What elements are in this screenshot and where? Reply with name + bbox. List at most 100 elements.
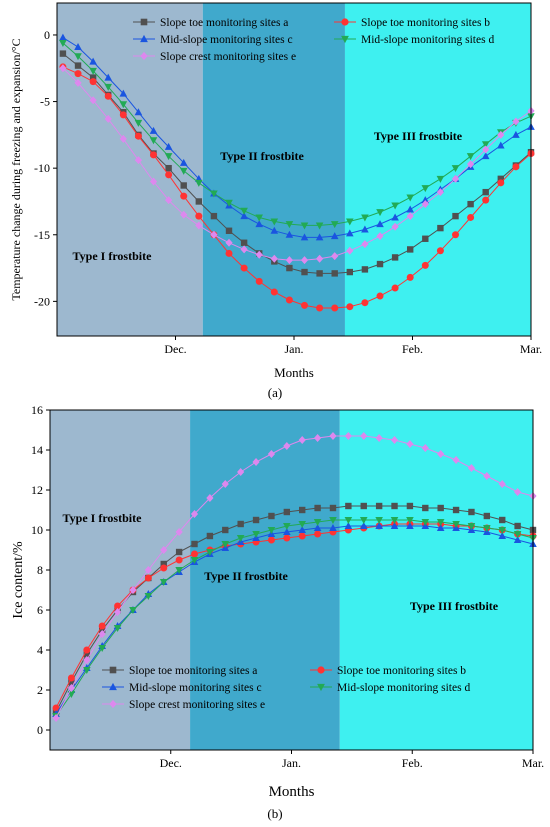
data-point <box>360 432 368 440</box>
data-point <box>109 682 117 691</box>
data-point <box>390 517 399 524</box>
data-point <box>89 67 97 75</box>
series-4 <box>59 39 535 230</box>
data-point <box>267 536 275 544</box>
data-point <box>119 111 127 119</box>
series-5 <box>52 432 537 722</box>
data-point <box>421 185 430 193</box>
data-point <box>375 434 383 442</box>
data-point <box>361 214 369 222</box>
legend: Slope toe monitoring sites a Slope toe mo… <box>102 665 470 711</box>
data-point <box>330 232 339 240</box>
y-axis-title: Ice content/% <box>11 541 26 619</box>
data-point <box>89 96 97 105</box>
data-point <box>240 245 248 254</box>
data-point <box>74 78 82 87</box>
data-point <box>206 494 214 502</box>
data-point <box>52 714 60 722</box>
data-point <box>285 296 293 304</box>
y-tick-label: 8 <box>37 563 43 577</box>
data-point <box>140 18 148 26</box>
legend-item: Slope toe monitoring sites b <box>334 17 490 29</box>
data-point <box>437 504 444 512</box>
data-point <box>376 220 384 228</box>
data-point <box>134 119 143 127</box>
data-point <box>376 209 384 217</box>
series-2 <box>59 63 535 312</box>
data-point <box>331 252 339 261</box>
data-point <box>74 53 82 61</box>
data-point <box>104 92 112 100</box>
panel-label: (a) <box>268 385 282 400</box>
data-point <box>180 192 188 200</box>
data-point <box>361 299 369 307</box>
data-point <box>346 303 354 311</box>
data-point <box>467 523 476 530</box>
data-point <box>452 521 460 528</box>
data-point <box>391 254 399 261</box>
data-point <box>497 130 505 139</box>
data-point <box>149 137 158 145</box>
legend-label: Mid-slope monitoring sites c <box>160 34 293 46</box>
data-point <box>421 444 429 452</box>
panel-label: (b) <box>267 806 282 821</box>
data-point <box>317 683 325 692</box>
data-point <box>359 517 368 524</box>
data-point <box>180 182 187 189</box>
data-point <box>406 194 415 202</box>
data-point <box>159 579 168 586</box>
data-point <box>270 218 279 226</box>
data-point <box>221 541 230 548</box>
series-line <box>62 66 532 309</box>
data-point <box>301 301 309 309</box>
data-point <box>270 288 278 296</box>
data-point <box>313 524 322 531</box>
legend-label: Mid-slope monitoring sites c <box>129 682 262 694</box>
data-point <box>134 156 143 165</box>
legend-label: Slope crest monitoring sites e <box>129 699 265 711</box>
data-point <box>317 666 325 674</box>
data-point <box>341 35 349 44</box>
data-point <box>299 506 306 514</box>
data-point <box>391 202 399 210</box>
data-point <box>468 508 475 516</box>
panel-b-ice-content-chart: Type I frostbite Type II frostbite Type II… <box>11 403 544 821</box>
data-point <box>499 516 506 524</box>
legend-item: Slope toe monitoring sites a <box>102 665 257 677</box>
data-point <box>406 522 414 529</box>
data-point <box>314 530 322 538</box>
data-point <box>225 249 233 257</box>
data-point <box>52 704 60 712</box>
data-point <box>376 232 384 241</box>
data-point <box>98 645 106 652</box>
data-point <box>436 247 444 255</box>
data-point <box>498 480 506 488</box>
data-point <box>144 574 152 582</box>
data-point <box>160 560 167 568</box>
data-point <box>361 240 369 249</box>
data-point <box>497 141 505 149</box>
data-point <box>89 78 97 86</box>
region-band-1 <box>57 3 203 336</box>
data-point <box>452 456 460 464</box>
data-point <box>165 196 173 205</box>
data-point <box>329 504 337 512</box>
data-point <box>285 230 294 238</box>
data-point <box>134 108 143 116</box>
data-point <box>98 622 106 630</box>
data-point <box>406 273 414 281</box>
data-point <box>513 536 522 543</box>
data-point <box>164 142 173 150</box>
data-point <box>421 196 430 204</box>
data-point <box>406 440 414 448</box>
data-point <box>175 548 183 556</box>
data-point <box>376 292 384 300</box>
y-tick-label: 0 <box>37 723 43 737</box>
data-point <box>179 158 188 166</box>
data-point <box>316 304 324 312</box>
legend-item: Slope crest monitoring sites e <box>133 51 296 63</box>
data-point <box>436 519 445 526</box>
data-point <box>482 196 490 204</box>
data-point <box>267 450 276 458</box>
data-point <box>109 699 117 709</box>
